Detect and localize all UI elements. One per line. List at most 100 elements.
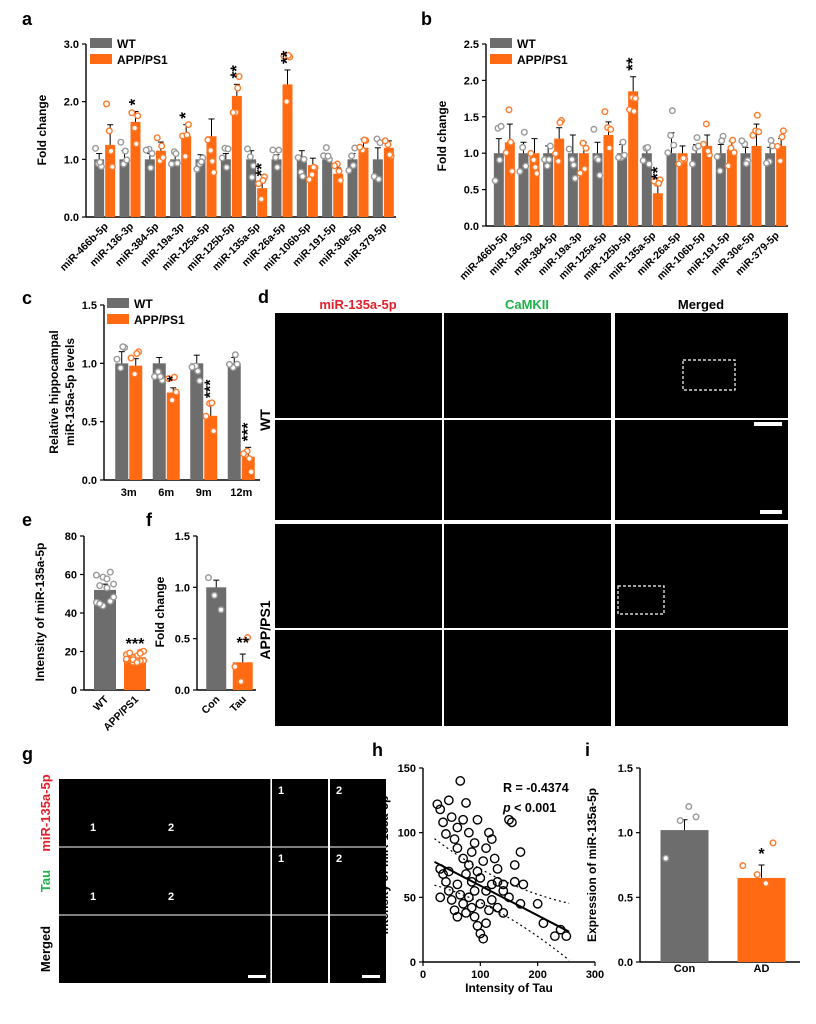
c-point bbox=[127, 354, 135, 362]
b-point bbox=[507, 138, 515, 146]
b-bar bbox=[529, 153, 540, 226]
c-point bbox=[226, 360, 234, 368]
h-point bbox=[484, 905, 494, 916]
c-significance: *** bbox=[202, 379, 219, 398]
g-marker: 1 bbox=[278, 853, 284, 865]
b-point bbox=[576, 169, 584, 177]
c-point bbox=[202, 412, 210, 420]
a-significance: ** bbox=[227, 65, 246, 79]
b-bar bbox=[652, 193, 663, 226]
a-point bbox=[259, 177, 267, 185]
h-point bbox=[486, 895, 497, 905]
a-bar bbox=[282, 84, 293, 217]
a-point bbox=[248, 173, 256, 181]
a-point bbox=[168, 160, 176, 168]
i-point bbox=[769, 839, 777, 847]
g-tile-r1-c1-signal bbox=[59, 779, 271, 847]
a-point bbox=[324, 152, 332, 160]
a-point bbox=[121, 147, 129, 155]
g-scale-bar-2 bbox=[362, 975, 380, 978]
a-bar bbox=[372, 159, 383, 217]
a-point bbox=[204, 136, 212, 144]
b-bar bbox=[677, 153, 688, 226]
h-point bbox=[475, 898, 486, 909]
d-tile-r3-c3-red bbox=[615, 524, 788, 628]
b-point bbox=[581, 165, 589, 173]
f-point bbox=[244, 634, 252, 642]
h-point bbox=[435, 892, 446, 903]
e-y-tick-label: 40 bbox=[65, 608, 77, 620]
h-point bbox=[461, 798, 471, 808]
b-point bbox=[645, 160, 653, 168]
c-bar bbox=[204, 415, 218, 480]
b-bar bbox=[617, 153, 628, 226]
f-y-tick-label: 0.5 bbox=[175, 634, 190, 646]
h-y-tick-label: 150 bbox=[398, 763, 416, 775]
b-point bbox=[570, 161, 578, 169]
b-point bbox=[508, 167, 516, 175]
g-tile-r2-c2-signal bbox=[272, 847, 328, 915]
e-category-label: WT bbox=[91, 693, 111, 713]
h-point bbox=[549, 931, 560, 942]
b-point bbox=[533, 170, 541, 178]
c-y-tick-label: 0.0 bbox=[82, 475, 97, 487]
b-point bbox=[607, 125, 615, 133]
h-point bbox=[486, 879, 497, 890]
i-y-tick-label: 1.0 bbox=[618, 828, 633, 840]
h-point bbox=[461, 907, 471, 918]
b-point bbox=[724, 162, 732, 170]
b-point bbox=[554, 157, 562, 165]
b-point bbox=[522, 162, 530, 170]
h-point bbox=[441, 829, 451, 839]
h-p-rest: < 0.001 bbox=[511, 801, 557, 815]
e-y-tick-label: 20 bbox=[65, 647, 77, 659]
b-point bbox=[631, 94, 639, 102]
b-point bbox=[693, 134, 701, 142]
a-point bbox=[310, 163, 318, 171]
h-y-tick-label: 100 bbox=[398, 828, 416, 840]
i-y-tick-label: 0.5 bbox=[618, 892, 633, 904]
b-point bbox=[556, 119, 564, 127]
h-point bbox=[481, 918, 491, 929]
b-point bbox=[619, 138, 627, 146]
e-point bbox=[96, 582, 104, 590]
i-bar bbox=[737, 877, 786, 962]
a-legend-swatch bbox=[90, 38, 112, 48]
f-category-label: Tau bbox=[228, 694, 249, 715]
h-point bbox=[492, 863, 503, 874]
a-point bbox=[255, 180, 263, 188]
h-point bbox=[469, 911, 480, 922]
c-y-tick-label: 0.5 bbox=[82, 417, 97, 429]
b-point bbox=[497, 122, 505, 130]
c-point bbox=[231, 351, 239, 359]
b-point bbox=[655, 179, 663, 187]
b-bar bbox=[603, 135, 614, 226]
c-point bbox=[151, 373, 159, 381]
a-significance: ** bbox=[252, 163, 271, 177]
d-tile-r2-c1-signal bbox=[275, 420, 442, 520]
h-x-tick-label: 200 bbox=[528, 969, 546, 981]
h-fit-line bbox=[434, 861, 570, 933]
h-point bbox=[561, 931, 572, 942]
d-scale-bar-1 bbox=[754, 422, 782, 426]
a-bar bbox=[358, 147, 369, 217]
a-point bbox=[308, 171, 316, 179]
a-bar bbox=[144, 159, 155, 217]
b-point bbox=[702, 120, 710, 128]
g-marker: 2 bbox=[168, 891, 174, 903]
d-tile-r4-c1 bbox=[275, 630, 442, 726]
a-point bbox=[210, 169, 218, 177]
a-point bbox=[132, 140, 140, 148]
c-bar bbox=[190, 363, 204, 480]
a-point bbox=[128, 109, 136, 117]
c-y-tick-label: 1.5 bbox=[82, 300, 97, 312]
b-point bbox=[716, 167, 724, 175]
a-bar bbox=[383, 147, 394, 217]
a-bar bbox=[271, 159, 282, 217]
b-point bbox=[667, 131, 675, 139]
h-point bbox=[469, 885, 480, 896]
d-col-label-mir: miR-135a-5p bbox=[319, 297, 396, 312]
b-point bbox=[491, 177, 499, 185]
b-legend-label: WT bbox=[517, 37, 536, 51]
b-point bbox=[615, 153, 623, 161]
